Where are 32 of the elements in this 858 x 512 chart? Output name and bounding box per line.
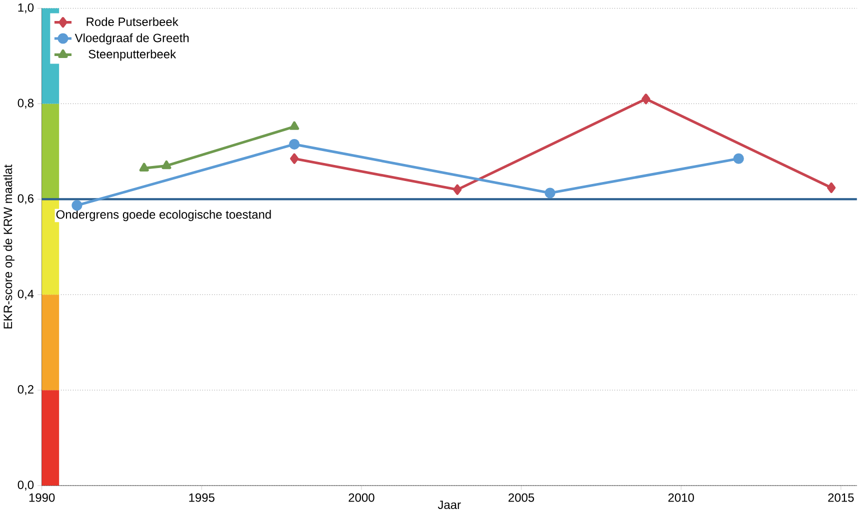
y-tick-label: 0,6 [18, 194, 34, 204]
point [642, 93, 650, 104]
legend-label: Rode Putserbeek [86, 17, 178, 26]
y-tick-label: 0,8 [18, 98, 34, 108]
point [139, 162, 149, 172]
x-axis-title: Jaar [438, 500, 461, 509]
point [289, 138, 300, 150]
point [453, 184, 462, 195]
point [290, 121, 300, 130]
x-tick-label: 1990 [29, 493, 55, 502]
point [290, 153, 299, 164]
y-tick-label: 0,2 [18, 384, 34, 395]
point [162, 160, 172, 169]
y-tick-label: 1,0 [18, 3, 34, 14]
point [827, 182, 836, 193]
bar [42, 294, 60, 390]
bar [42, 104, 60, 199]
point [72, 200, 82, 210]
x-tick-label: 1995 [189, 493, 214, 502]
ref-line-label: Ondergrens goede ecologische toestand [56, 210, 271, 221]
y-tick-label: 0,0 [18, 480, 34, 490]
point [544, 188, 556, 198]
x-tick-label: 2005 [508, 493, 534, 502]
legend-label: Steenputterbeek [88, 49, 176, 61]
bar [42, 390, 60, 486]
x-tick-label: 2015 [828, 493, 854, 502]
y-axis-title: EKR-score op de KRW maatlat [3, 164, 15, 328]
y-tick-label: 0,4 [18, 290, 34, 300]
x-tick-label: 2000 [348, 493, 374, 502]
legend-label: Vloedgraaf de Greeth [74, 33, 189, 44]
x-tick-label: 2010 [668, 493, 694, 502]
point [733, 153, 744, 164]
